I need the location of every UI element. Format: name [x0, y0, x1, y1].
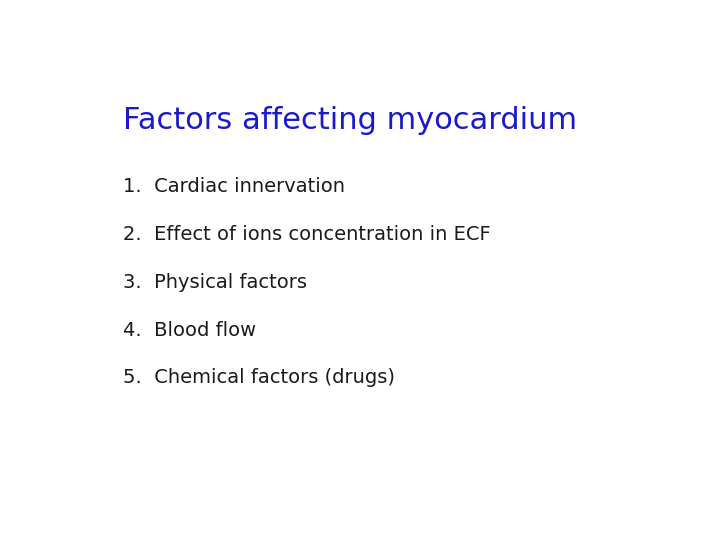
Text: 1.  Cardiac innervation: 1. Cardiac innervation [124, 177, 346, 196]
Text: Factors affecting myocardium: Factors affecting myocardium [124, 106, 577, 136]
Text: 5.  Chemical factors (drugs): 5. Chemical factors (drugs) [124, 368, 395, 387]
Text: 2.  Effect of ions concentration in ECF: 2. Effect of ions concentration in ECF [124, 225, 491, 244]
Text: 3.  Physical factors: 3. Physical factors [124, 273, 307, 292]
Text: 4.  Blood flow: 4. Blood flow [124, 321, 256, 340]
